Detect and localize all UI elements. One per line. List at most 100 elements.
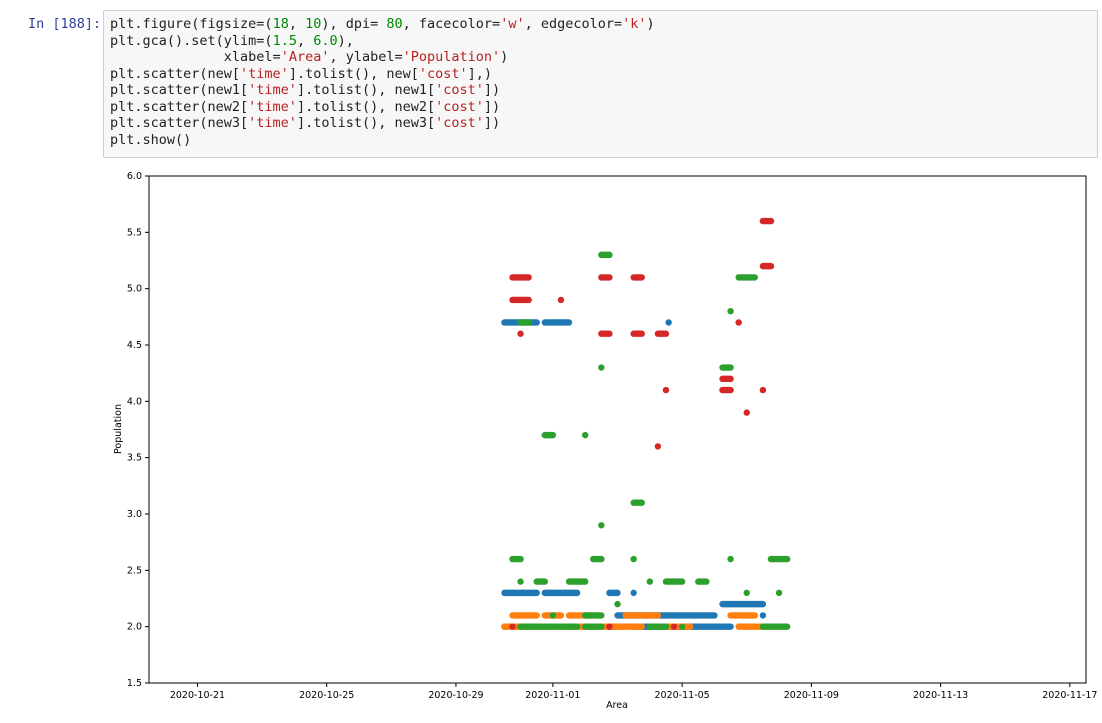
scatter-point-cluster [598, 274, 613, 281]
x-tick-label: 2020-11-17 [1042, 690, 1097, 701]
scatter-point-cluster [759, 623, 791, 630]
scatter-point-cluster [581, 612, 605, 619]
code-text: ), [337, 32, 354, 49]
code-text: ]) [483, 98, 501, 115]
scatter-point [598, 522, 605, 529]
code-text: plt.scatter(new3[ [110, 115, 249, 131]
code-string: 'k' [622, 16, 647, 32]
x-tick-label: 2020-11-01 [525, 690, 580, 701]
scatter-point [614, 600, 621, 608]
code-text: plt.figure(figsize=( [110, 16, 273, 32]
x-axis: 2020-10-21 2020-10-25 2020-10-29 2020-11-01… [170, 683, 1097, 701]
code-number: 6.0 [313, 32, 338, 49]
x-tick-label: 2020-11-13 [913, 690, 968, 701]
series-4 [509, 217, 775, 630]
scatter-point-cluster [541, 319, 573, 326]
scatter-point [775, 589, 783, 597]
scatter-point-cluster [719, 364, 734, 371]
code-line: plt.gca().set(ylim=(1.5, 6.0), [110, 33, 1091, 50]
scatter-point-cluster [598, 330, 613, 337]
y-tick-label: 1.5 [127, 678, 142, 689]
scatter-point [517, 578, 524, 585]
code-text: xlabel= [110, 49, 281, 65]
code-text: plt.scatter(new[ [110, 65, 241, 82]
scatter-point-cluster [654, 330, 670, 337]
scatter-point-cluster [590, 555, 605, 563]
x-tick-label: 2020-10-29 [428, 690, 483, 701]
scatter-point-cluster [622, 612, 662, 619]
code-cell-input[interactable]: plt.figure(figsize=(18, 10), dpi= 80, fa… [103, 10, 1098, 158]
y-tick-label: 2.5 [127, 565, 142, 576]
cell-prompt: In [188]: [28, 16, 102, 32]
code-string: 'time' [248, 115, 297, 131]
scatter-point-cluster [509, 612, 540, 619]
scatter-point [662, 386, 670, 394]
scatter-point-cluster [735, 623, 767, 630]
y-axis-label: Population [113, 404, 124, 454]
x-tick-label: 2020-11-05 [655, 690, 710, 701]
scatter-point-cluster [509, 296, 532, 304]
y-tick-label: 3.5 [127, 453, 142, 464]
scatter-point [727, 555, 734, 563]
scatter-point-cluster [565, 578, 589, 585]
code-line: plt.scatter(new2['time'].tolist(), new2[… [110, 99, 1091, 116]
scatter-point-cluster [759, 262, 775, 270]
y-tick-label: 4.5 [127, 340, 142, 351]
code-string: 'time' [248, 82, 297, 98]
scatter-point-cluster [598, 251, 613, 259]
scatter-point [549, 612, 557, 619]
scatter-point-cluster [517, 623, 581, 630]
scatter-chart: 1.5 2.0 2.5 3.0 3.5 4.0 4.5 5.0 5.5 6.0 2020-10-2… [113, 171, 1097, 711]
code-text: ],) [467, 65, 493, 82]
code-number: 80 [386, 16, 403, 32]
y-tick-label: 5.0 [127, 284, 142, 295]
code-line: plt.scatter(new['time'].tolist(), new['c… [110, 66, 1091, 83]
y-axis: 1.5 2.0 2.5 3.0 3.5 4.0 4.5 5.0 5.5 6.0 [127, 171, 149, 689]
scatter-point [509, 623, 516, 630]
scatter-point [665, 319, 672, 326]
code-string: 'w' [500, 16, 525, 32]
cell-output: 1.5 2.0 2.5 3.0 3.5 4.0 4.5 5.0 5.5 6.0 2020-10-2… [103, 166, 1098, 719]
x-tick-label: 2020-10-21 [170, 690, 225, 701]
code-string: 'Population' [402, 49, 501, 65]
code-number: 18 [272, 16, 289, 32]
scatter-point-cluster [630, 330, 645, 337]
code-text: ].tolist(), new3[ [296, 115, 436, 131]
scatter-point [743, 409, 750, 416]
scatter-point-cluster [727, 612, 759, 619]
scatter-point-cluster [581, 623, 605, 630]
scatter-point-cluster [719, 600, 767, 608]
y-tick-label: 5.5 [127, 227, 142, 238]
scatter-point-cluster [767, 555, 791, 563]
code-line: plt.figure(figsize=(18, 10), dpi= 80, fa… [110, 16, 1091, 33]
y-tick-label: 3.0 [127, 509, 142, 520]
scatter-point-cluster [630, 499, 645, 506]
code-line: xlabel='Area', ylabel='Population') [110, 49, 1091, 66]
code-editor[interactable]: plt.figure(figsize=(18, 10), dpi= 80, fa… [110, 16, 1091, 148]
scatter-point [517, 330, 524, 337]
code-text: plt.gca().set(ylim=( [110, 32, 273, 49]
scatter-point-cluster [695, 578, 710, 585]
series-3 [509, 251, 791, 630]
code-text: ) [500, 49, 509, 65]
scatter-point [759, 612, 767, 619]
scatter-marks [501, 217, 791, 630]
scatter-point [735, 319, 742, 326]
scatter-point-cluster [509, 274, 532, 281]
scatter-point-cluster [662, 578, 686, 585]
scatter-point-cluster [541, 431, 557, 439]
code-string: 'cost' [418, 65, 468, 82]
code-text: ].tolist(), new2[ [296, 98, 436, 115]
code-line: plt.show() [110, 132, 1091, 149]
scatter-point-cluster [509, 555, 524, 563]
scatter-point-cluster [533, 578, 549, 585]
code-number: 10 [305, 16, 322, 32]
scatter-point-cluster [598, 623, 645, 630]
code-text: , ylabel= [329, 49, 403, 65]
scatter-point-cluster [541, 589, 581, 597]
code-text: ].tolist(), new[ [288, 65, 419, 82]
code-text: plt.scatter(new2[ [110, 98, 249, 115]
code-text: ].tolist(), new1[ [296, 82, 436, 98]
scatter-point [630, 555, 637, 563]
scatter-point-cluster [517, 319, 532, 326]
